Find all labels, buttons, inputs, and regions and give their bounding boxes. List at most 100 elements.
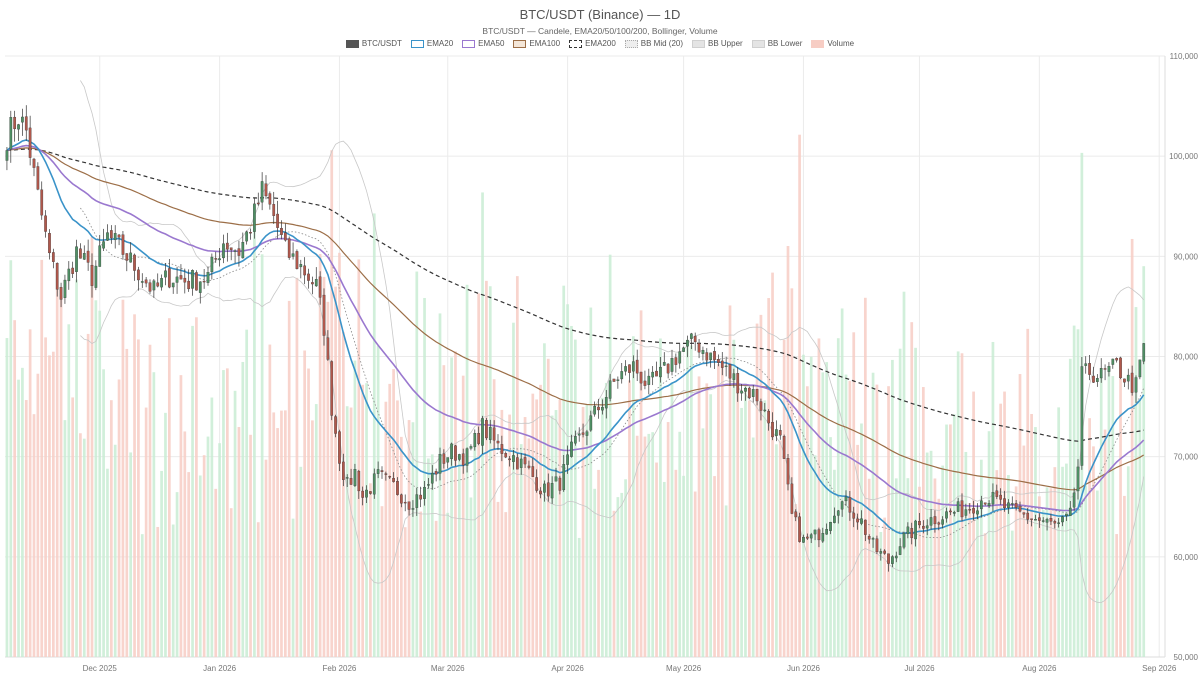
candle-body: [21, 116, 24, 123]
candle: [98, 235, 102, 267]
candle-body: [365, 489, 368, 498]
candle-body: [113, 233, 117, 241]
candle: [1014, 499, 1018, 511]
candle: [113, 225, 117, 249]
candle-body: [299, 264, 303, 268]
candle-body: [813, 529, 817, 535]
candle-body: [732, 373, 736, 380]
volume-bar: [894, 478, 898, 657]
candle: [701, 346, 705, 361]
candle-body: [701, 350, 705, 354]
candle: [229, 247, 233, 261]
legend-item[interactable]: BB Lower: [751, 39, 802, 48]
candle-body: [349, 478, 353, 485]
volume-bar: [36, 373, 40, 657]
volume-bar: [59, 295, 63, 657]
candle: [976, 503, 979, 519]
candle: [446, 457, 450, 469]
legend-item[interactable]: Volume: [811, 39, 854, 48]
volume-bar: [635, 435, 639, 657]
volume-bar: [388, 383, 392, 657]
candle: [140, 273, 144, 288]
candle-body: [5, 150, 9, 161]
candle: [322, 288, 326, 346]
candle: [353, 463, 357, 487]
volume-bar: [109, 400, 113, 657]
legend-item[interactable]: BB Upper: [692, 39, 743, 48]
candle-body: [1080, 366, 1084, 466]
candle: [790, 477, 794, 515]
candle: [999, 488, 1003, 505]
legend-item[interactable]: EMA20: [410, 39, 453, 48]
volume-bar: [264, 459, 268, 657]
legend-label: BB Mid (20): [640, 39, 683, 48]
volume-bar: [229, 508, 233, 657]
candle-body: [63, 279, 67, 298]
candle: [991, 483, 995, 512]
volume-bar: [631, 336, 635, 657]
candle: [461, 448, 465, 474]
candle: [334, 414, 337, 438]
candle: [249, 228, 252, 240]
candle-body: [183, 277, 187, 283]
legend-item[interactable]: EMA100: [513, 39, 560, 48]
legend-item[interactable]: EMA50: [462, 39, 504, 48]
volume-bar: [75, 279, 78, 657]
volume-bar: [210, 397, 214, 657]
volume-bar: [98, 310, 102, 657]
candle: [372, 468, 376, 499]
candle-body: [156, 282, 160, 287]
volume-bar: [438, 313, 442, 657]
candle: [647, 368, 651, 395]
candle-body: [879, 551, 883, 554]
candle: [407, 501, 411, 516]
volume-bar: [620, 492, 624, 657]
legend-item[interactable]: BB Mid (20): [624, 39, 683, 48]
candle: [133, 253, 136, 281]
volume-bar: [809, 356, 813, 657]
candle-body: [964, 509, 968, 516]
legend-item[interactable]: EMA200: [569, 39, 616, 48]
candle-body: [705, 352, 709, 361]
candle: [179, 264, 183, 280]
volume-bar: [233, 390, 237, 657]
candle-body: [821, 533, 825, 542]
volume-bar: [608, 254, 612, 657]
volume-bar: [198, 475, 202, 657]
volume-bar: [384, 401, 388, 657]
candle: [1072, 487, 1076, 512]
volume-bar: [933, 478, 937, 657]
legend-label: BTC/USDT: [361, 39, 402, 48]
candle-body: [937, 522, 941, 525]
volume-bar: [430, 454, 434, 657]
volume-bar: [1115, 534, 1119, 657]
legend-item[interactable]: BTC/USDT: [345, 39, 402, 48]
volume-bar: [945, 424, 948, 657]
candle-body: [751, 389, 755, 397]
candle-body: [287, 238, 291, 258]
candle-body: [1130, 372, 1134, 393]
candle: [160, 274, 163, 291]
volume-bar: [937, 498, 941, 657]
volume-bar: [709, 394, 713, 657]
y-tick-label: 60,000: [1174, 553, 1199, 562]
candle-body: [79, 248, 82, 259]
candle: [554, 467, 558, 482]
volume-bar: [546, 358, 550, 657]
volume-bar: [852, 332, 856, 657]
candle: [1095, 374, 1099, 387]
candle: [164, 263, 167, 286]
candle: [805, 533, 809, 540]
volume-bar: [604, 382, 608, 657]
candle-body: [960, 500, 964, 518]
candle: [125, 253, 129, 272]
candle-body: [863, 519, 867, 535]
volume-bar: [90, 237, 94, 657]
candle-body: [624, 366, 627, 372]
candle: [457, 453, 461, 462]
volume-bar: [817, 338, 821, 657]
candle: [225, 232, 229, 262]
candle: [1099, 358, 1103, 383]
volume-bar: [659, 338, 662, 657]
volume-bar: [1034, 427, 1037, 657]
